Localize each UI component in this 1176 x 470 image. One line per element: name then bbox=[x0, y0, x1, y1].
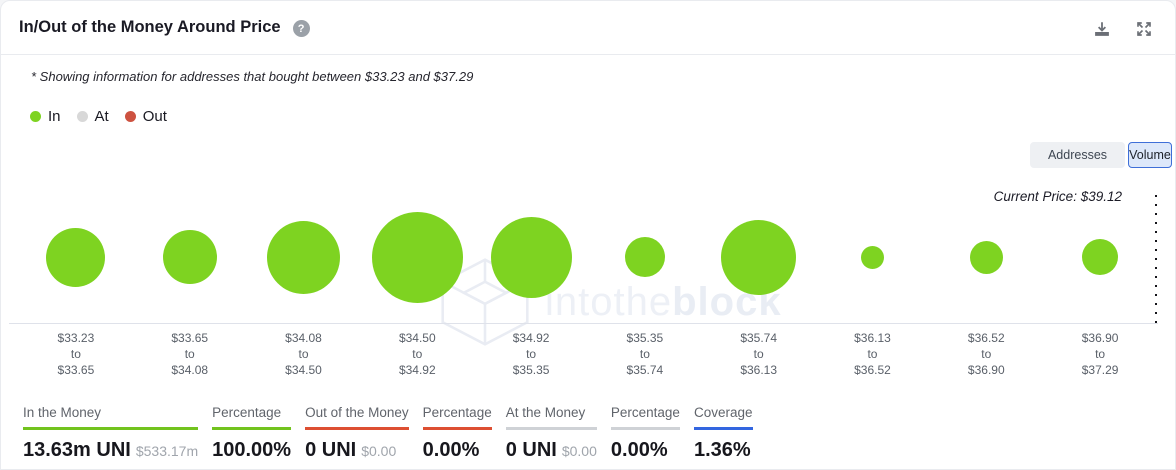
x-axis-tick: $34.08 to $34.50 bbox=[285, 331, 322, 377]
x-axis-line bbox=[9, 323, 1158, 324]
bubble-in-8[interactable] bbox=[969, 240, 1003, 274]
legend-item-at[interactable]: At bbox=[76, 108, 109, 125]
stat-value: 100.00% bbox=[212, 439, 292, 461]
stat-in-the-money: In the Money 13.63m UNI $533.17m bbox=[23, 405, 199, 462]
current-price-label: Current Price: $39.12 bbox=[993, 189, 1122, 204]
current-price-line bbox=[1155, 195, 1157, 323]
x-axis-tick: $36.52 to $36.90 bbox=[967, 331, 1005, 377]
stat-label: At the Money bbox=[505, 405, 597, 430]
widget-header: In/Out of the Money Around Price ? bbox=[1, 1, 1175, 55]
download-icon[interactable] bbox=[1093, 20, 1111, 38]
legend-dot-icon bbox=[30, 111, 41, 122]
expand-icon[interactable] bbox=[1135, 20, 1153, 38]
stat-label: Percentage bbox=[422, 405, 492, 430]
bubble-in-1[interactable] bbox=[162, 230, 217, 284]
x-axis-tick: $33.23 to $33.65 bbox=[57, 331, 95, 377]
x-axis-tick: $35.74 to $36.13 bbox=[740, 331, 778, 377]
bubble-in-2[interactable] bbox=[267, 220, 340, 294]
stat-value: 0.00% bbox=[610, 439, 668, 461]
view-toggle: Addresses Volume bbox=[1030, 142, 1172, 168]
stat-percentage: Percentage 100.00% bbox=[212, 405, 292, 462]
x-axis-tick: $34.50 to $34.92 bbox=[398, 331, 436, 377]
toggle-volume-button[interactable]: Volume bbox=[1128, 142, 1172, 168]
stat-percentage: Percentage 0.00% bbox=[610, 405, 680, 462]
legend-item-in[interactable]: In bbox=[30, 108, 61, 125]
stat-secondary-value: $533.17m bbox=[135, 443, 199, 459]
x-axis-tick: $36.13 to $36.52 bbox=[854, 331, 891, 377]
stat-value: 0 UNI $0.00 bbox=[505, 439, 597, 461]
stat-percentage: Percentage 0.00% bbox=[422, 405, 492, 462]
stat-coverage: Coverage 1.36% bbox=[693, 405, 753, 462]
stat-label: In the Money bbox=[23, 405, 199, 430]
legend-label: Out bbox=[142, 108, 167, 125]
stat-secondary-value: $0.00 bbox=[561, 443, 597, 459]
bubble-chart: Current Price: $39.12 intotheblock $33.2… bbox=[1, 171, 1175, 381]
legend-label: At bbox=[94, 108, 109, 125]
stat-label: Coverage bbox=[693, 405, 753, 430]
stat-label: Percentage bbox=[212, 405, 292, 430]
legend: In At Out bbox=[30, 108, 167, 125]
bubble-in-7[interactable] bbox=[861, 245, 884, 269]
bubble-in-0[interactable] bbox=[46, 227, 106, 287]
x-axis-labels: $33.23 to $33.65 $33.65 to $34.08 $34.08 to $34.… bbox=[19, 330, 1157, 378]
bubble-in-4[interactable] bbox=[490, 216, 572, 298]
filter-note: * Showing information for addresses that… bbox=[31, 69, 474, 84]
bubble-in-9[interactable] bbox=[1082, 239, 1119, 275]
legend-item-out[interactable]: Out bbox=[124, 108, 167, 125]
x-axis-tick: $36.90 to $37.29 bbox=[1081, 331, 1119, 377]
toggle-addresses-button[interactable]: Addresses bbox=[1030, 142, 1125, 168]
x-axis-tick: $33.65 to $34.08 bbox=[171, 331, 209, 377]
stat-value: 0.00% bbox=[422, 439, 480, 461]
stat-out-of-the-money: Out of the Money 0 UNI $0.00 bbox=[305, 405, 409, 462]
bubble-in-3[interactable] bbox=[371, 211, 463, 303]
stat-label: Out of the Money bbox=[305, 405, 409, 430]
stat-value: 13.63m UNI $533.17m bbox=[23, 439, 199, 461]
bubble-in-5[interactable] bbox=[624, 237, 665, 277]
legend-label: In bbox=[48, 108, 61, 125]
widget-title: In/Out of the Money Around Price bbox=[19, 18, 281, 36]
stats-row: In the Money 13.63m UNI $533.17m Percentage… bbox=[23, 405, 753, 462]
stat-value: 1.36% bbox=[693, 439, 751, 461]
header-actions bbox=[1093, 20, 1153, 38]
legend-dot-icon bbox=[124, 111, 136, 122]
x-axis-tick: $35.35 to $35.74 bbox=[626, 331, 664, 377]
stat-value: 0 UNI $0.00 bbox=[305, 439, 397, 461]
stat-label: Percentage bbox=[610, 405, 680, 430]
bubble-in-6[interactable] bbox=[721, 219, 797, 295]
x-axis-tick: $34.92 to $35.35 bbox=[512, 331, 550, 377]
stat-secondary-value: $0.00 bbox=[361, 443, 397, 459]
legend-dot-icon bbox=[76, 111, 88, 122]
stat-at-the-money: At the Money 0 UNI $0.00 bbox=[505, 405, 597, 462]
help-icon[interactable]: ? bbox=[292, 20, 310, 37]
